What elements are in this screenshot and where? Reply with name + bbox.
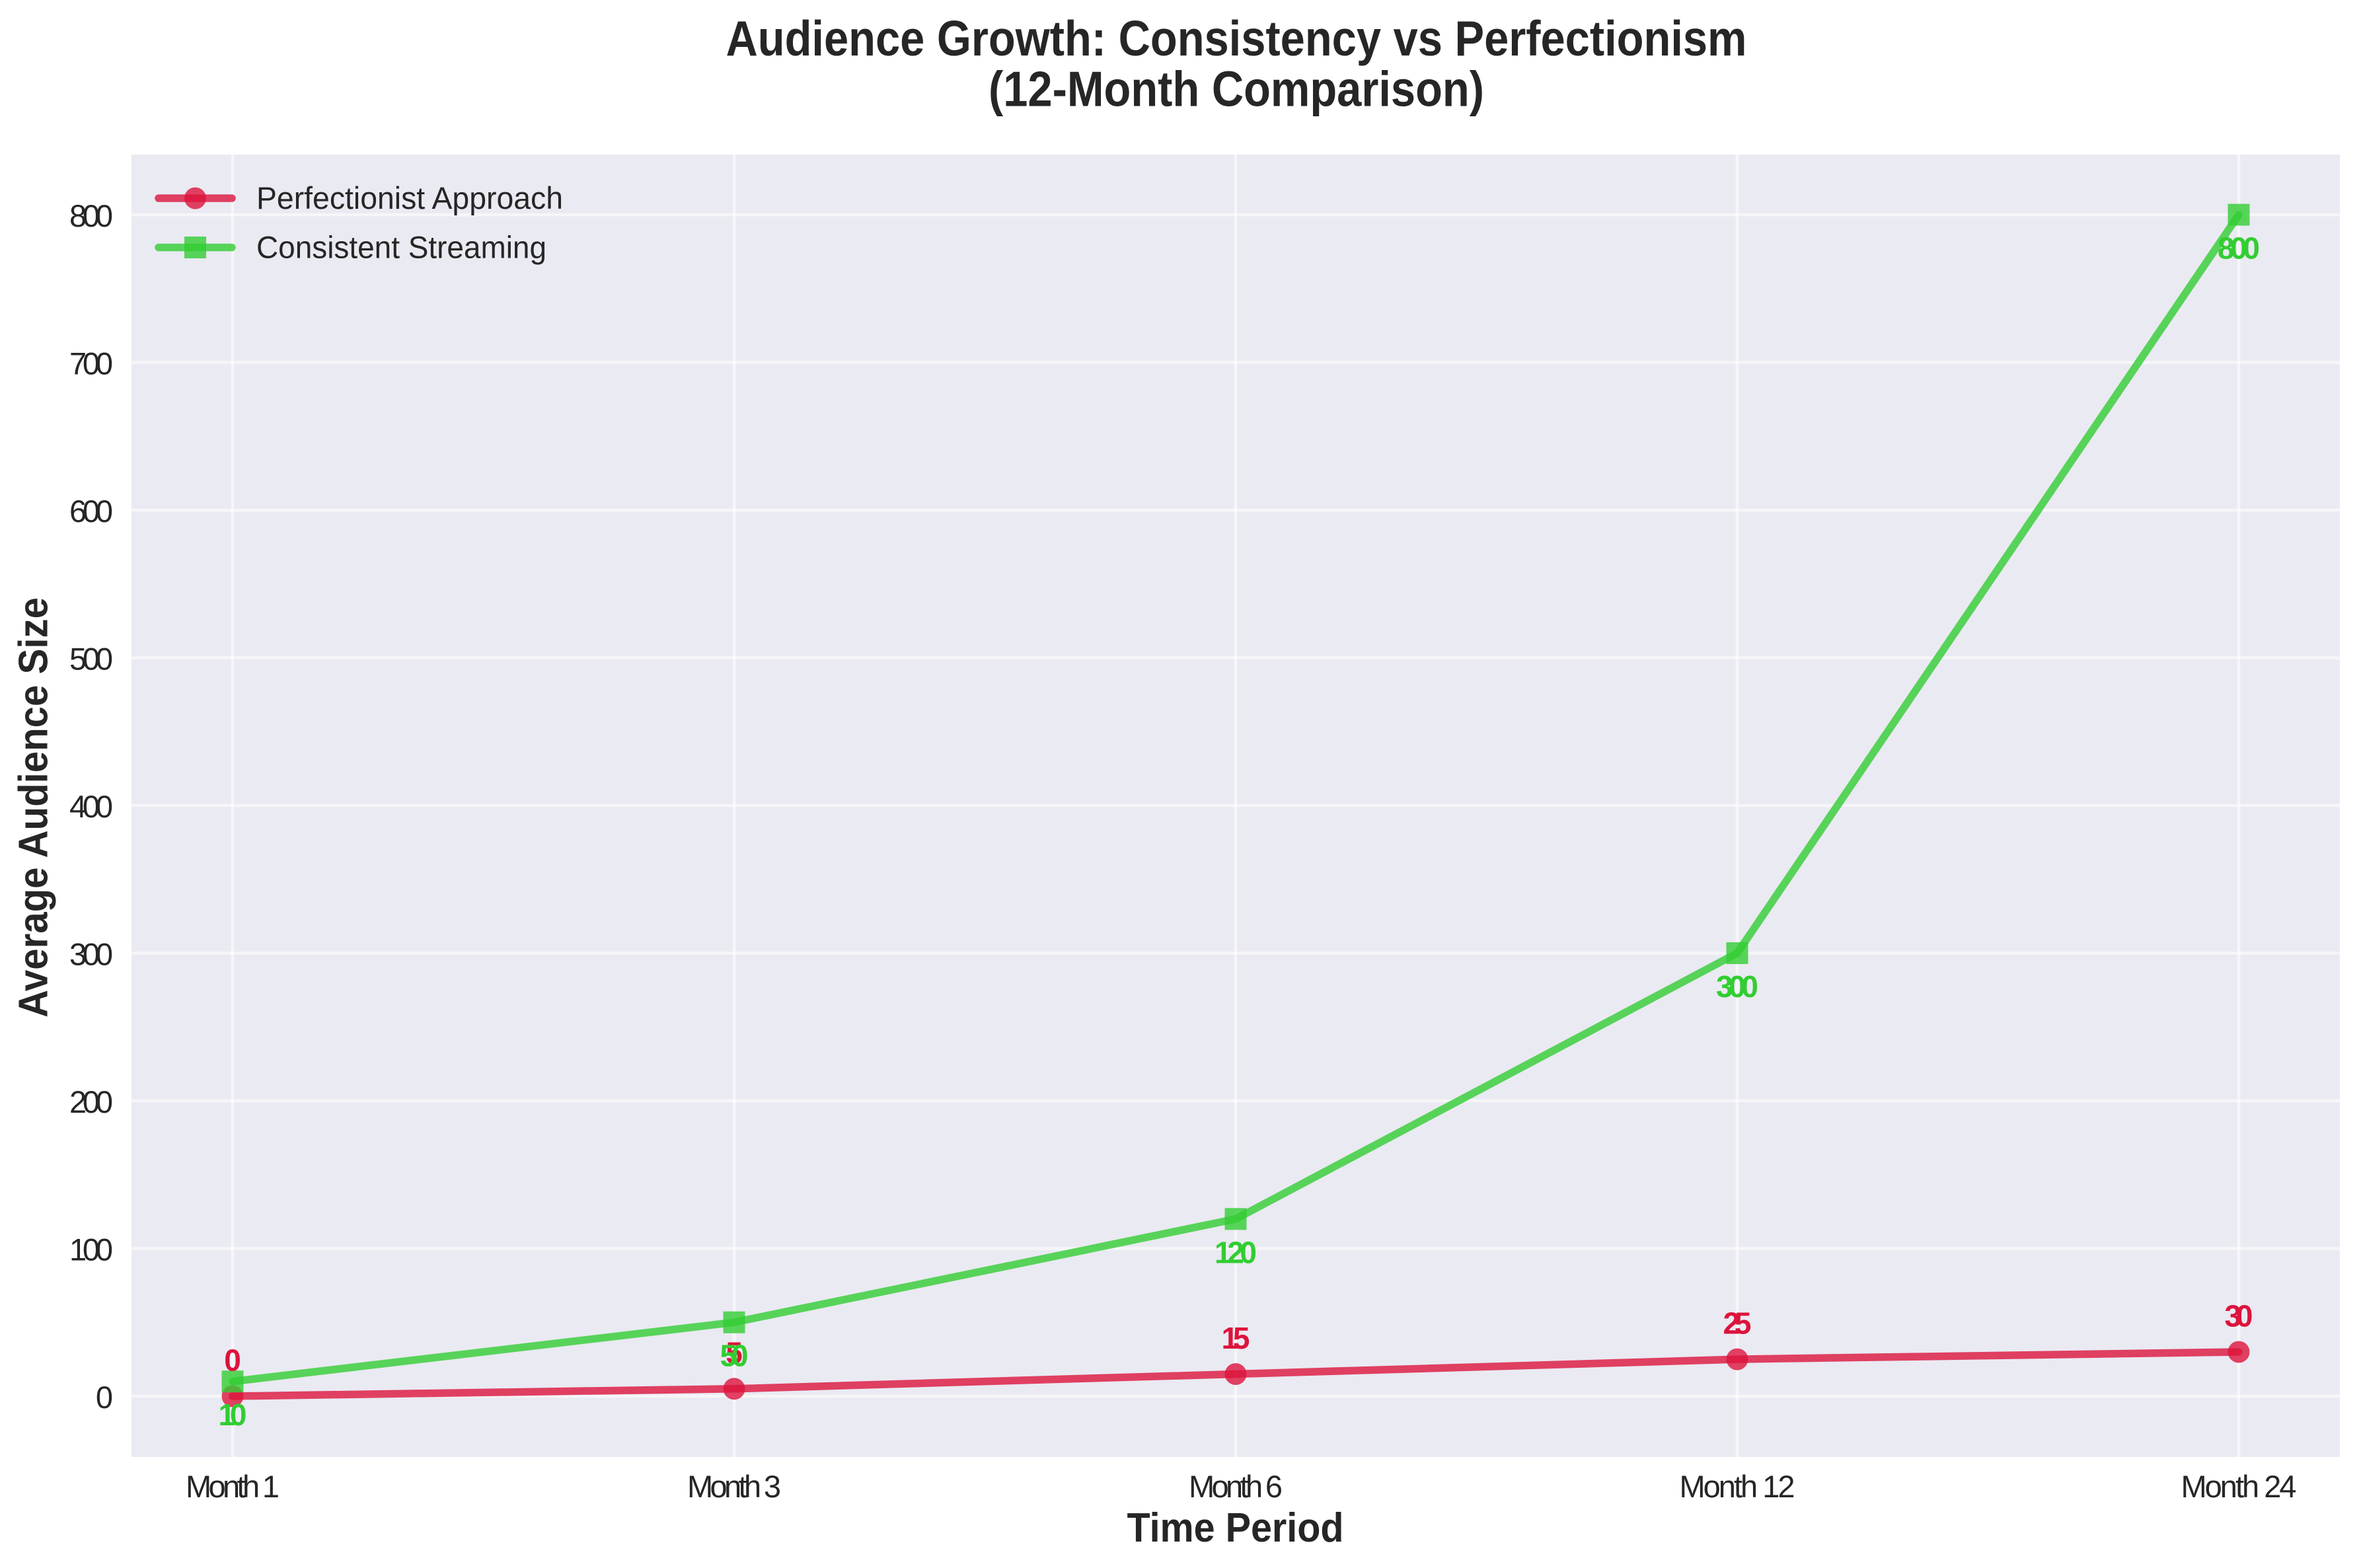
svg-text:10: 10: [219, 1398, 247, 1432]
svg-text:Perfectionist Approach: Perfectionist Approach: [256, 180, 563, 215]
svg-text:100: 100: [69, 1232, 113, 1267]
svg-text:120: 120: [1215, 1235, 1257, 1269]
svg-text:0: 0: [96, 1380, 113, 1415]
svg-text:Time Period: Time Period: [1127, 1505, 1344, 1551]
svg-text:300: 300: [1716, 969, 1758, 1004]
svg-text:Month 24: Month 24: [2181, 1469, 2297, 1504]
svg-text:Audience Growth: Consistency v: Audience Growth: Consistency vs Perfecti…: [726, 11, 1747, 66]
svg-text:400: 400: [69, 789, 113, 824]
svg-text:25: 25: [1723, 1306, 1752, 1341]
svg-text:600: 600: [69, 494, 113, 529]
svg-text:Month 3: Month 3: [687, 1469, 781, 1504]
svg-text:Month 6: Month 6: [1189, 1469, 1283, 1504]
svg-text:(12-Month Comparison): (12-Month Comparison): [989, 61, 1484, 117]
svg-text:Consistent Streaming: Consistent Streaming: [256, 230, 546, 265]
svg-text:800: 800: [2218, 231, 2260, 266]
svg-text:800: 800: [69, 198, 113, 233]
svg-text:Average Audience Size: Average Audience Size: [11, 597, 57, 1018]
svg-text:5: 5: [726, 1335, 743, 1370]
svg-text:Month 1: Month 1: [186, 1469, 280, 1504]
svg-text:200: 200: [69, 1084, 113, 1119]
svg-text:15: 15: [1222, 1321, 1250, 1355]
svg-text:50: 50: [720, 1339, 749, 1373]
svg-text:300: 300: [69, 937, 113, 972]
svg-text:500: 500: [69, 642, 113, 677]
svg-text:Month 12: Month 12: [1680, 1469, 1795, 1504]
svg-text:30: 30: [2225, 1299, 2253, 1333]
svg-text:0: 0: [224, 1343, 241, 1378]
svg-text:700: 700: [69, 346, 113, 381]
